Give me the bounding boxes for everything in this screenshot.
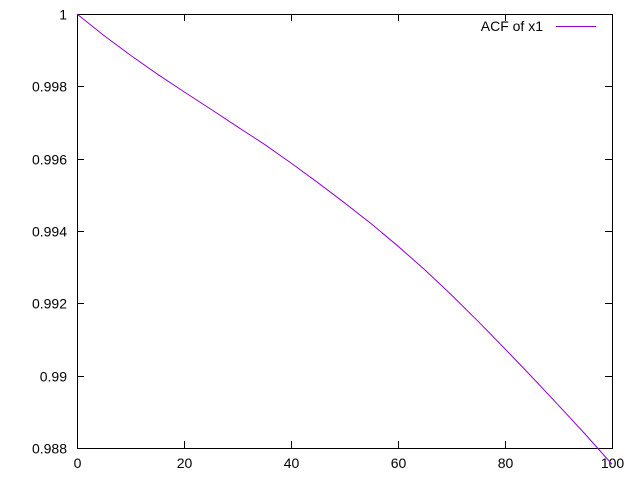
x-tick-label: 20 — [177, 455, 193, 471]
y-axis: 0.988 0.99 0.992 0.994 0.996 0.998 1 — [32, 7, 612, 457]
series-group — [76, 13, 613, 465]
y-tick-label: 0.99 — [40, 369, 67, 385]
x-tick-label: 80 — [498, 455, 514, 471]
y-tick-label: 1 — [59, 7, 67, 23]
legend: ACF of x1 — [481, 18, 596, 34]
y-tick-label: 0.992 — [32, 296, 67, 312]
y-tick-label: 0.998 — [32, 79, 67, 95]
x-tick-label: 40 — [284, 455, 300, 471]
y-tick-label: 0.996 — [32, 152, 67, 168]
y-tick-label: 0.994 — [32, 224, 67, 240]
y-tick-label: 0.988 — [32, 441, 67, 457]
x-axis: 0 20 40 60 80 100 — [74, 14, 625, 471]
x-tick-label: 60 — [391, 455, 407, 471]
x-tick-label: 100 — [601, 455, 625, 471]
plot-frame — [77, 14, 613, 449]
x-tick-label: 0 — [74, 455, 82, 471]
legend-label-x1: ACF of x1 — [481, 18, 543, 34]
series-line-x1 — [76, 13, 613, 465]
